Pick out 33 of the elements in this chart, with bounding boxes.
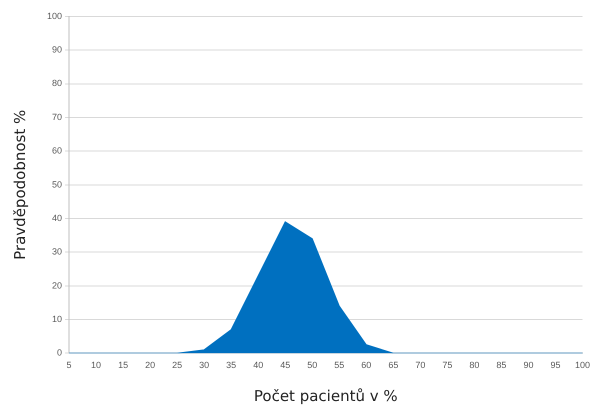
x-tick-label: 50 xyxy=(307,360,318,370)
x-tick-label: 30 xyxy=(199,360,210,370)
y-tick-label: 90 xyxy=(52,44,62,55)
x-tick-label: 10 xyxy=(91,360,102,370)
x-tick-label: 85 xyxy=(496,360,506,370)
x-tick-label: 60 xyxy=(361,360,372,370)
x-tick-label: 80 xyxy=(469,360,480,370)
x-tick-label: 25 xyxy=(172,360,182,370)
x-tick-label: 40 xyxy=(253,360,264,370)
x-tick-label: 65 xyxy=(388,360,398,370)
y-tick-label: 60 xyxy=(52,146,62,156)
y-tick-label: 0 xyxy=(57,348,62,358)
y-tick-label: 40 xyxy=(52,212,62,223)
x-tick-label: 90 xyxy=(523,360,534,370)
y-tick-label: 30 xyxy=(52,246,62,257)
x-tick-label: 75 xyxy=(442,360,452,370)
y-axis-title: Pravděpodobnost % xyxy=(10,110,29,260)
x-tick-label: 35 xyxy=(226,360,236,370)
x-tick-label: 15 xyxy=(118,360,128,370)
y-tick-label: 50 xyxy=(52,179,62,190)
x-tick-label: 20 xyxy=(145,360,156,370)
y-tick-label: 20 xyxy=(52,280,62,290)
y-tick-label: 100 xyxy=(46,10,62,21)
y-tick-label: 70 xyxy=(52,112,62,122)
x-tick-label: 95 xyxy=(550,360,560,370)
x-tick-label: 70 xyxy=(415,360,426,370)
x-tick-label: 55 xyxy=(334,360,344,370)
y-tick-label: 10 xyxy=(52,314,62,324)
x-axis-title: Počet pacientů v % xyxy=(254,386,398,405)
x-tick-label: 100 xyxy=(574,360,590,370)
x-tick-label: 45 xyxy=(280,360,290,370)
y-tick-label: 80 xyxy=(52,78,62,88)
x-tick-label: 5 xyxy=(66,360,72,370)
